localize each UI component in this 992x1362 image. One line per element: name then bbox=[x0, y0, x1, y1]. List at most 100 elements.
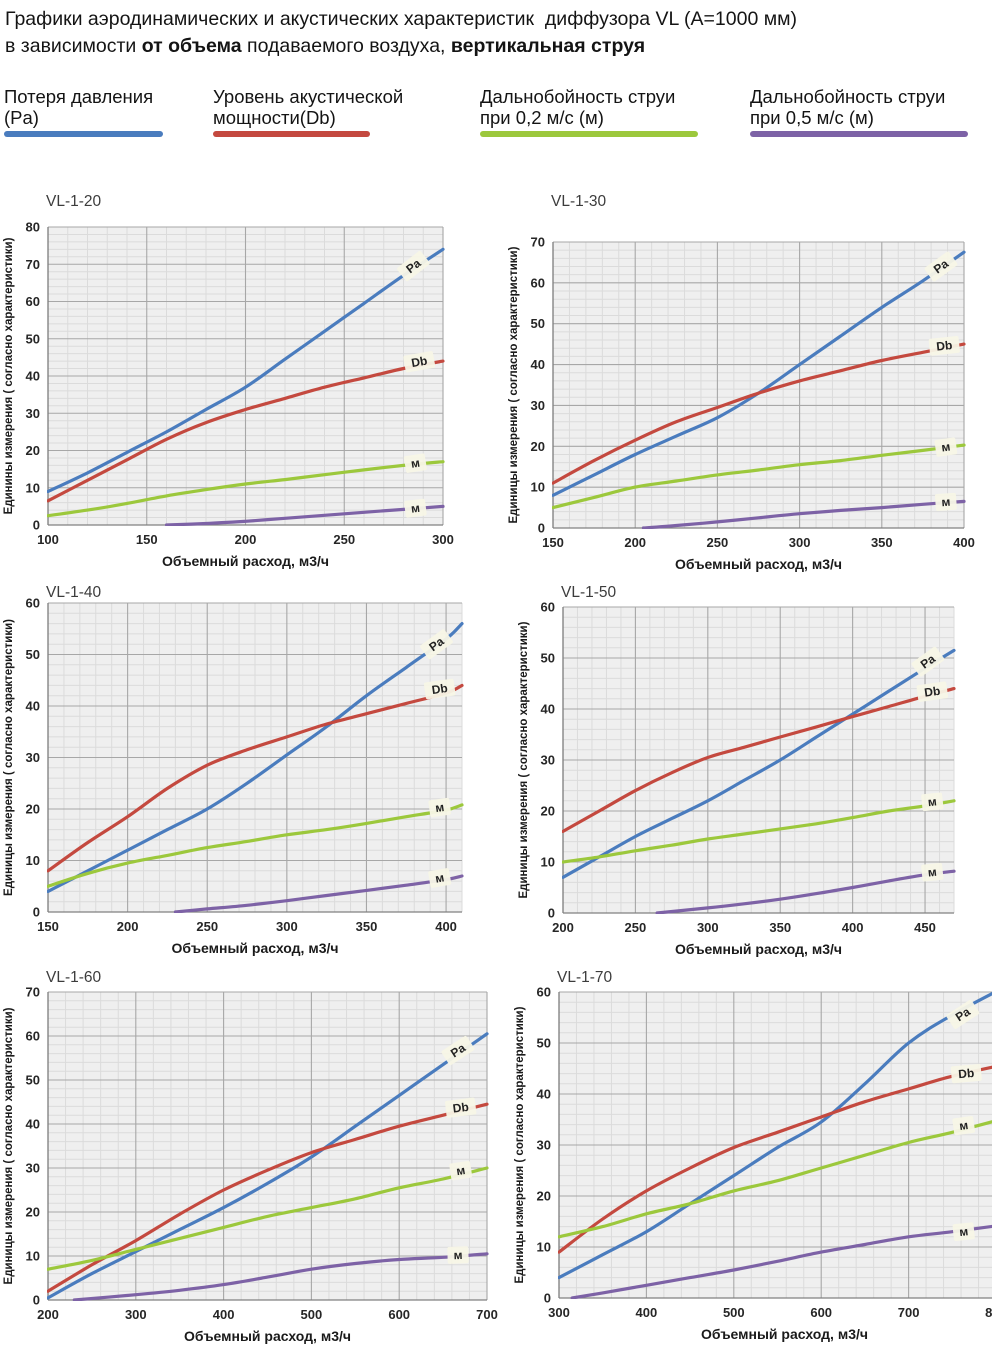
y-axis-title: Единины измерения ( согласно характерист… bbox=[3, 237, 15, 514]
series-label-3-м: м bbox=[934, 492, 957, 511]
svg-text:м: м bbox=[941, 495, 951, 510]
svg-text:350: 350 bbox=[769, 920, 791, 935]
svg-text:300: 300 bbox=[125, 1307, 147, 1322]
svg-text:60: 60 bbox=[26, 294, 40, 309]
y-tick-labels: 0 10 20 30 40 50 60 bbox=[541, 600, 555, 921]
svg-text:250: 250 bbox=[707, 535, 729, 550]
series-label-0-pa: Pa bbox=[924, 251, 958, 282]
svg-text:Db: Db bbox=[923, 684, 941, 700]
svg-text:40: 40 bbox=[26, 699, 40, 714]
chart-vl-1-20: Pa Db м м 0 10 20 30 40 50 60 70 80 100 150 200 250 300 Об… bbox=[3, 193, 454, 569]
svg-text:м: м bbox=[434, 870, 445, 885]
series-line-2-м bbox=[562, 799, 956, 864]
x-tick-labels: 200 250 300 350 400 450 bbox=[552, 920, 936, 935]
chart-title: VL-1-70 bbox=[557, 969, 613, 986]
svg-text:150: 150 bbox=[136, 532, 158, 547]
svg-text:20: 20 bbox=[537, 1189, 551, 1204]
chart-title: VL-1-20 bbox=[46, 193, 102, 210]
svg-text:200: 200 bbox=[552, 920, 574, 935]
chart-vl-1-60: Pa Db м м 0 10 20 30 40 50 60 70 200 300 400 500 600 700 О… bbox=[3, 969, 498, 1344]
series-label-1-db: Db bbox=[445, 1097, 477, 1118]
svg-text:350: 350 bbox=[356, 919, 378, 934]
svg-text:300: 300 bbox=[548, 1305, 570, 1320]
x-axis-title: Объемный расход, м3/ч bbox=[701, 1326, 868, 1342]
svg-text:150: 150 bbox=[542, 535, 564, 550]
svg-text:200: 200 bbox=[37, 1307, 59, 1322]
y-axis-title: Единицы измерения ( согласно характерист… bbox=[508, 246, 520, 523]
series-group bbox=[558, 991, 992, 1299]
svg-text:60: 60 bbox=[531, 275, 545, 290]
series-label-3-м: м bbox=[404, 498, 427, 518]
svg-text:30: 30 bbox=[26, 750, 40, 765]
svg-text:70: 70 bbox=[26, 257, 40, 272]
series-group bbox=[47, 1032, 489, 1301]
series-line-1-db bbox=[562, 687, 956, 833]
series-line-1-db bbox=[47, 359, 445, 503]
svg-text:600: 600 bbox=[810, 1305, 832, 1320]
svg-text:0: 0 bbox=[544, 1291, 551, 1306]
series-label-1-db: Db bbox=[423, 678, 456, 700]
legend-item-throw-02: Дальнобойность струи при 0,2 м/с (м) bbox=[480, 86, 698, 137]
series-label-0-pa: Pa bbox=[420, 629, 453, 660]
series-label-3-м: м bbox=[952, 1222, 975, 1242]
svg-text:700: 700 bbox=[898, 1305, 920, 1320]
chart-vl-1-70: Pa Db м м 0 10 20 30 40 50 60 300 400 500 600 700 800 Объ… bbox=[514, 969, 992, 1342]
series-label-0-pa: Pa bbox=[911, 646, 945, 677]
y-tick-labels: 0 10 20 30 40 50 60 bbox=[26, 596, 40, 920]
series-label-2-м: м bbox=[428, 797, 452, 818]
series-line-2-м bbox=[47, 1166, 489, 1271]
svg-text:10: 10 bbox=[26, 853, 40, 868]
svg-text:150: 150 bbox=[37, 919, 59, 934]
chart-vl-1-50: Pa Db м м 0 10 20 30 40 50 60 200 250 300 350 400 450 Объ… bbox=[518, 584, 956, 957]
svg-text:50: 50 bbox=[26, 647, 40, 662]
series-label-3-м: м bbox=[447, 1246, 469, 1264]
svg-text:200: 200 bbox=[235, 532, 257, 547]
svg-text:70: 70 bbox=[531, 235, 545, 250]
y-axis-title: Единицы измерения ( согласно характерист… bbox=[518, 621, 530, 898]
svg-text:400: 400 bbox=[636, 1305, 658, 1320]
series-line-0-pa bbox=[47, 622, 464, 893]
svg-text:250: 250 bbox=[196, 919, 218, 934]
svg-text:10: 10 bbox=[541, 855, 555, 870]
y-tick-labels: 0 10 20 30 40 50 60 bbox=[537, 985, 551, 1306]
svg-text:10: 10 bbox=[26, 480, 40, 495]
series-label-2-м: м bbox=[921, 792, 944, 812]
svg-text:60: 60 bbox=[26, 596, 40, 611]
svg-text:10: 10 bbox=[531, 480, 545, 495]
svg-text:500: 500 bbox=[301, 1307, 323, 1322]
svg-text:20: 20 bbox=[26, 802, 40, 817]
svg-text:100: 100 bbox=[37, 532, 59, 547]
series-group bbox=[47, 247, 445, 526]
svg-text:30: 30 bbox=[541, 753, 555, 768]
series-line-3-м bbox=[655, 869, 956, 914]
svg-text:50: 50 bbox=[537, 1036, 551, 1051]
svg-text:60: 60 bbox=[541, 600, 555, 615]
svg-text:500: 500 bbox=[723, 1305, 745, 1320]
chart-vl-1-30: Pa Db м м 0 10 20 30 40 50 60 70 150 200 250 300 350 400 О… bbox=[508, 193, 975, 572]
x-tick-labels: 100 150 200 250 300 bbox=[37, 532, 454, 547]
legend-swatch-throw-02 bbox=[480, 131, 698, 137]
axes bbox=[558, 992, 992, 1299]
svg-text:600: 600 bbox=[388, 1307, 410, 1322]
svg-text:30: 30 bbox=[537, 1138, 551, 1153]
y-tick-labels: 0 10 20 30 40 50 60 70 bbox=[26, 985, 40, 1308]
x-axis-title: Объемный расход, м3/ч bbox=[675, 556, 842, 572]
series-line-2-м bbox=[47, 803, 464, 888]
legend-swatch-pressure bbox=[4, 131, 163, 137]
svg-text:0: 0 bbox=[538, 521, 545, 536]
series-label-2-м: м bbox=[403, 453, 427, 473]
series-line-1-db bbox=[552, 342, 966, 485]
series-line-0-pa bbox=[558, 991, 992, 1280]
x-axis-title: Объемный расход, м3/ч bbox=[184, 1328, 351, 1344]
svg-text:300: 300 bbox=[789, 535, 811, 550]
svg-text:300: 300 bbox=[432, 532, 454, 547]
series-line-2-м bbox=[558, 1120, 992, 1239]
svg-text:м: м bbox=[941, 440, 952, 455]
legend-swatch-noise bbox=[213, 131, 370, 137]
svg-text:м: м bbox=[927, 865, 937, 880]
svg-text:80: 80 bbox=[26, 220, 40, 235]
svg-text:Pa: Pa bbox=[953, 1004, 973, 1024]
svg-text:Db: Db bbox=[410, 354, 428, 371]
x-axis-title: Объемный расход, м3/ч bbox=[172, 940, 339, 956]
